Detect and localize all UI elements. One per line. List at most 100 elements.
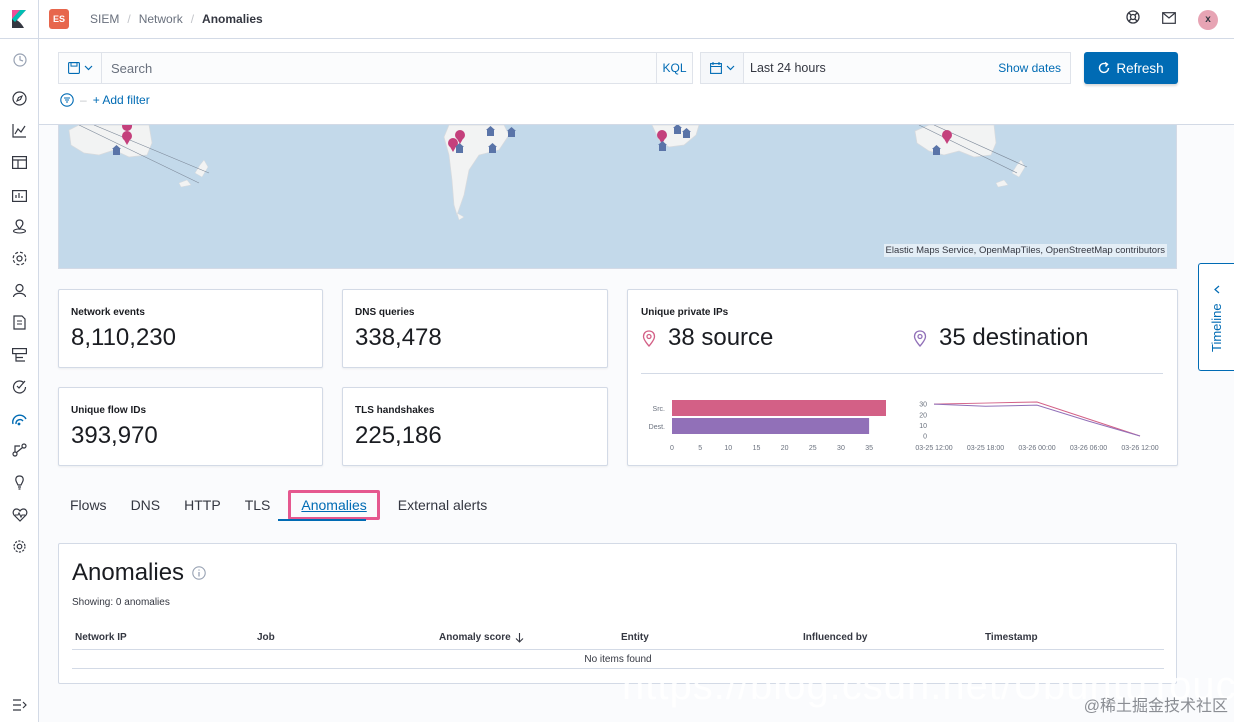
- breadcrumb-network[interactable]: Network: [138, 12, 183, 26]
- x-tick-label: 35: [865, 445, 873, 452]
- column-network-ip[interactable]: Network IP: [75, 632, 127, 643]
- user-avatar[interactable]: x: [1198, 9, 1218, 30]
- x-tick-label: 10: [724, 445, 732, 452]
- x-tick-label: 25: [809, 445, 817, 452]
- anomalies-panel: Anomalies Showing: 0 anomalies Network I…: [58, 543, 1177, 684]
- timeline-flyout-button[interactable]: Timeline: [1198, 263, 1234, 371]
- visualize-icon[interactable]: [11, 122, 28, 139]
- filter-options-icon[interactable]: [60, 93, 74, 107]
- stat-value: 393,970: [71, 422, 158, 449]
- bar-category-label: Dest.: [649, 424, 665, 431]
- unique-ips-line-chart: 0 10 20 30 03-25 12:00 03-25 18:00 03-26 00:00…: [915, 401, 1159, 452]
- canvas-icon[interactable]: [11, 186, 28, 203]
- unique-ips-title: Unique private IPs: [641, 307, 729, 318]
- bar-src: [672, 400, 886, 416]
- column-job[interactable]: Job: [257, 632, 275, 643]
- stack-monitoring-icon[interactable]: [11, 474, 28, 491]
- source-count: 38 source: [668, 324, 774, 351]
- network-map[interactable]: Elastic Maps Service, OpenMapTiles, Open…: [58, 125, 1177, 269]
- show-dates-link[interactable]: Show dates: [998, 61, 1061, 75]
- chevron-down-icon: [726, 65, 734, 71]
- kibana-logo[interactable]: [0, 0, 39, 39]
- timeline-label: Timeline: [1209, 303, 1224, 352]
- collapse-nav-icon[interactable]: [11, 696, 28, 713]
- source-ips: 38 source: [642, 324, 773, 352]
- time-range[interactable]: Last 24 hours: [750, 61, 826, 75]
- column-anomaly-score-label: Anomaly score: [439, 632, 511, 643]
- space-avatar[interactable]: ES: [49, 9, 69, 29]
- column-influenced-by[interactable]: Influenced by: [803, 632, 868, 643]
- siem-icon[interactable]: [11, 410, 28, 427]
- x-tick-label: 03-26 12:00: [1121, 445, 1158, 452]
- breadcrumb: SIEM / Network / Anomalies: [90, 12, 263, 26]
- x-tick-label: 03-25 18:00: [967, 445, 1004, 452]
- recently-viewed-icon[interactable]: [11, 51, 28, 68]
- filter-bar: – + Add filter: [60, 93, 150, 107]
- add-filter-button[interactable]: + Add filter: [92, 93, 150, 107]
- bar-category-label: Src.: [653, 406, 666, 413]
- logs-icon[interactable]: [11, 314, 28, 331]
- tab-dns[interactable]: DNS: [130, 497, 161, 513]
- ml-icon[interactable]: [11, 250, 28, 267]
- divider: [641, 373, 1163, 374]
- watermark-url: https://blog.csdn.net/UbuntuTouch: [622, 664, 1234, 708]
- breadcrumb-anomalies: Anomalies: [202, 12, 263, 26]
- anomalies-heading: Anomalies: [72, 559, 185, 586]
- tab-flows[interactable]: Flows: [70, 497, 107, 513]
- stat-label: TLS handshakes: [355, 405, 435, 416]
- infrastructure-icon[interactable]: [11, 282, 28, 299]
- filter-divider: –: [80, 93, 87, 107]
- tab-tls[interactable]: TLS: [244, 497, 271, 513]
- refresh-button[interactable]: Refresh: [1084, 52, 1178, 84]
- breadcrumb-separator: /: [127, 12, 131, 26]
- y-tick-label: 0: [923, 434, 927, 441]
- unique-flow-ids-panel: Unique flow IDs 393,970: [58, 387, 323, 466]
- saved-query-button[interactable]: [59, 53, 102, 83]
- anomalies-count: Showing: 0 anomalies: [72, 597, 170, 608]
- tls-handshakes-panel: TLS handshakes 225,186: [342, 387, 608, 466]
- x-tick-label: 03-25 12:00: [915, 445, 952, 452]
- apm-icon[interactable]: [11, 346, 28, 363]
- quick-menu-button[interactable]: [701, 53, 744, 83]
- series-line-0: [933, 401, 1141, 437]
- save-icon: [67, 62, 80, 74]
- tab-anomalies[interactable]: Anomalies: [288, 490, 380, 520]
- maps-icon[interactable]: [11, 218, 28, 235]
- stat-value: 8,110,230: [71, 324, 176, 351]
- dev-tools-icon[interactable]: [11, 442, 28, 459]
- date-picker: Last 24 hours Show dates: [700, 52, 1071, 84]
- unique-ips-bar-chart: Src. Dest. 0 5 10 15 20 25 30 35: [649, 400, 886, 452]
- help-icon[interactable]: [1126, 10, 1140, 29]
- column-anomaly-score[interactable]: Anomaly score: [439, 632, 524, 643]
- breadcrumb-siem[interactable]: SIEM: [90, 12, 120, 26]
- management-icon[interactable]: [11, 538, 28, 555]
- chevron-down-icon: [84, 65, 92, 71]
- x-tick-label: 20: [781, 445, 789, 452]
- network-tabs: Flows DNS HTTP TLS Anomalies External al…: [58, 490, 499, 520]
- dashboard-icon[interactable]: [11, 154, 28, 171]
- search-input[interactable]: [102, 53, 656, 83]
- tab-external-alerts[interactable]: External alerts: [397, 497, 488, 513]
- x-tick-label: 03-26 00:00: [1018, 445, 1055, 452]
- column-entity[interactable]: Entity: [621, 632, 649, 643]
- x-tick-label: 15: [753, 445, 761, 452]
- refresh-label: Refresh: [1116, 60, 1164, 76]
- newsfeed-icon[interactable]: [1162, 11, 1176, 29]
- stat-label: DNS queries: [355, 307, 415, 318]
- discover-icon[interactable]: [11, 90, 28, 107]
- x-tick-label: 5: [698, 445, 702, 452]
- y-tick-label: 20: [919, 412, 927, 419]
- table-header: Network IP Job Anomaly score Entity Infl…: [72, 632, 1164, 650]
- tab-http[interactable]: HTTP: [184, 497, 221, 513]
- chevron-left-icon: [1214, 285, 1220, 294]
- x-tick-label: 30: [837, 445, 845, 452]
- network-events-panel: Network events 8,110,230: [58, 289, 323, 368]
- column-timestamp[interactable]: Timestamp: [985, 632, 1038, 643]
- info-icon[interactable]: [192, 566, 206, 580]
- map-attribution[interactable]: Elastic Maps Service, OpenMapTiles, Open…: [883, 244, 1167, 257]
- anomalies-title: Anomalies: [72, 559, 206, 587]
- stat-value: 338,478: [355, 324, 442, 351]
- uptime-icon[interactable]: [11, 378, 28, 395]
- heartbeat-icon[interactable]: [11, 506, 28, 523]
- query-language-button[interactable]: KQL: [656, 53, 692, 83]
